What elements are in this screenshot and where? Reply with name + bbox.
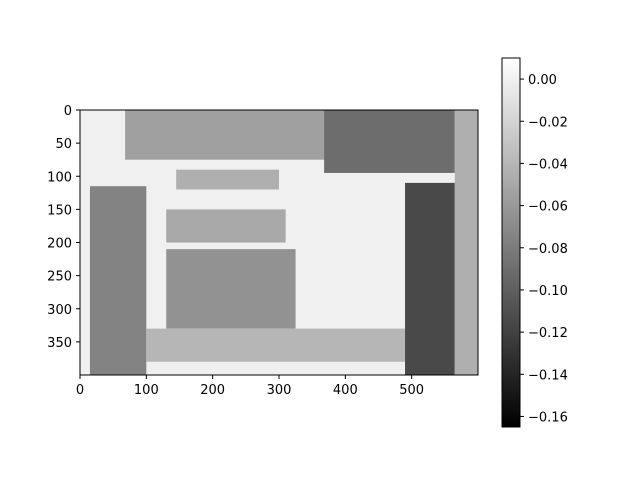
heatmap-region-right-frame-edge [454, 110, 478, 375]
x-tick-label: 200 [200, 383, 225, 398]
colorbar-tick-label: −0.14 [528, 368, 568, 383]
heatmap-region-upper-left-cabinet-door [125, 110, 326, 160]
x-tick-label: 100 [134, 383, 159, 398]
heatmap-region-upper-right-cabinet-door [324, 110, 455, 173]
colorbar [501, 57, 521, 428]
heatmap-region-left-open-door [89, 186, 147, 375]
colorbar-tick-label: −0.16 [528, 410, 568, 425]
y-tick-label: 300 [47, 303, 72, 318]
heatmap-region-bottom-shelf-edge [146, 328, 406, 362]
x-axis: 0 100 200 300 400 500 [76, 375, 424, 398]
heatmap-region-book-stack [166, 209, 286, 243]
colorbar-tick-label: −0.10 [528, 284, 568, 299]
y-tick-label: 350 [47, 336, 72, 351]
heatmap-region-right-cabinet-door [405, 182, 455, 375]
y-tick-label: 250 [47, 270, 72, 285]
y-tick-label: 50 [55, 137, 72, 152]
y-axis: 0 50 100 150 200 250 300 350 [47, 104, 80, 351]
y-tick-label: 0 [64, 104, 72, 119]
y-tick-label: 200 [47, 237, 72, 252]
colorbar-tick-label: −0.06 [528, 200, 568, 215]
colorbar-tick-label: 0.00 [528, 73, 557, 88]
heatmap-region-upper-shelf-item [176, 169, 279, 190]
x-tick-label: 500 [399, 383, 424, 398]
colorbar-tick-label: −0.12 [528, 326, 568, 341]
heatmap-image [80, 110, 478, 375]
x-tick-label: 400 [333, 383, 358, 398]
y-tick-label: 150 [47, 203, 72, 218]
colorbar-tick-label: −0.04 [528, 157, 568, 172]
colorbar-axis: 0.00 −0.02 −0.04 −0.06 −0.08 −0.10 −0.12 −0.14 −… [520, 73, 568, 425]
colorbar-tick-label: −0.08 [528, 242, 568, 257]
y-tick-label: 100 [47, 170, 72, 185]
x-tick-label: 0 [76, 383, 84, 398]
x-tick-label: 300 [267, 383, 292, 398]
colorbar-tick-label: −0.02 [528, 115, 568, 130]
heatmap-region-lower-left-box [166, 249, 296, 329]
